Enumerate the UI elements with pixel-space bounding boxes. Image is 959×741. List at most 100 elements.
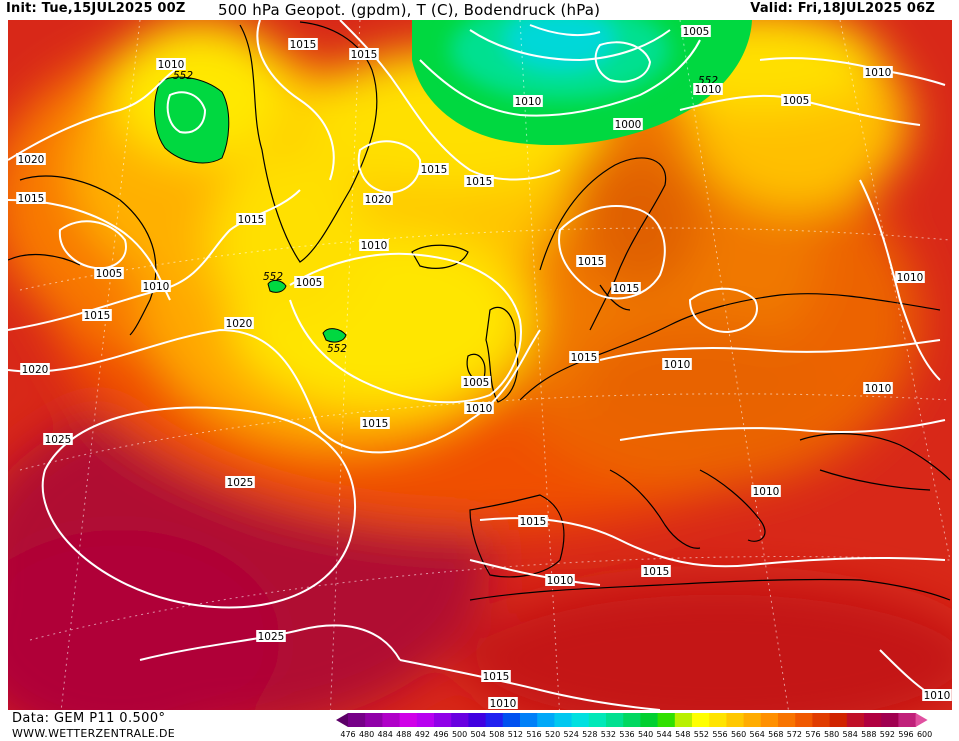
legend-tick-label: 568 [768, 730, 784, 739]
legend-tick-label: 572 [786, 730, 803, 739]
legend-swatch [623, 713, 641, 727]
isobar-label-text: 1010 [361, 240, 388, 252]
legend-swatch [485, 713, 504, 727]
legend-tick-label: 524 [563, 730, 579, 739]
isobars [8, 20, 946, 710]
legend-swatch [898, 713, 917, 727]
isobar-label-text: 1000 [615, 119, 642, 131]
website-label: WWW.WETTERZENTRALE.DE [12, 727, 175, 740]
geopotential-label: 552 [263, 271, 283, 283]
legend-swatch [846, 713, 865, 727]
isobar-label-text: 1005 [463, 377, 490, 389]
legend-swatch [588, 713, 607, 727]
legend-tick-label: 576 [805, 730, 821, 739]
graticule [19, 20, 951, 710]
legend-swatch [760, 713, 779, 727]
legend-tick-label: 516 [526, 730, 542, 739]
isobar-label: 1015 [576, 255, 606, 268]
isobar-label: 1010 [863, 66, 893, 79]
isobar-label-text: 1010 [547, 575, 574, 587]
isobar-label: 1015 [360, 417, 390, 430]
legend-swatch [502, 713, 521, 727]
legend-swatch [674, 713, 693, 727]
isobar-label: 1020 [20, 363, 50, 376]
legend-swatch [365, 713, 383, 727]
legend-tick-label: 496 [433, 730, 449, 739]
legend-tick-label: 588 [861, 730, 877, 739]
legend-swatch [571, 713, 590, 727]
data-source-label: Data: GEM P11 0.500° [12, 711, 166, 726]
isobar-label: 1015 [288, 38, 318, 51]
isobar-label-text: 1015 [351, 49, 378, 61]
isobar-label: 1020 [16, 153, 46, 166]
legend-tick-label: 488 [396, 730, 412, 739]
geopotential-label-text: 552 [173, 70, 193, 82]
isobar-label: 1005 [681, 25, 711, 38]
legend-swatch [778, 713, 796, 727]
legend-swatch [743, 713, 762, 727]
geopotential-label-text: 552 [327, 343, 347, 355]
legend-tick-label: 564 [749, 730, 765, 739]
cold-core-west [154, 76, 230, 164]
legend-swatch [657, 713, 676, 727]
legend-swatch [881, 713, 899, 727]
isobar-label: 1015 [82, 309, 112, 322]
legend-tick-label: 544 [656, 730, 672, 739]
isobar-label: 1015 [236, 213, 266, 226]
isobar-label-text: 1010 [143, 281, 170, 293]
legend-swatch [451, 713, 469, 727]
isobar-label-text: 1025 [258, 631, 285, 643]
isobar-label-text: 1015 [571, 352, 598, 364]
isobar-label: 1005 [461, 376, 491, 389]
isobar-label-text: 1005 [296, 277, 323, 289]
isobar-label: 1015 [569, 351, 599, 364]
isobar-label-text: 1010 [664, 359, 691, 371]
isobar-label-text: 1010 [515, 96, 542, 108]
legend-tick-label: 536 [619, 730, 635, 739]
legend-swatch [864, 713, 882, 727]
isobar-label-text: 1015 [643, 566, 670, 578]
legend-tick-label: 540 [637, 730, 654, 739]
legend-tick-label: 476 [340, 730, 356, 739]
isobar-label: 1010 [464, 402, 494, 415]
legend-tick-label: 600 [916, 730, 933, 739]
legend-tick-label: 520 [544, 730, 561, 739]
isobar-label-text: 1005 [96, 268, 123, 280]
isobar-label: 1010 [359, 239, 389, 252]
legend-swatch [709, 713, 727, 727]
legend-tick-label: 480 [358, 730, 375, 739]
isobar-label-text: 1010 [865, 383, 892, 395]
legend-tick-label: 548 [675, 730, 691, 739]
isobar-label-text: 1010 [490, 698, 517, 710]
geopotential-label: 552 [173, 70, 193, 82]
isobar-label-text: 1020 [22, 364, 49, 376]
legend-swatch [520, 713, 538, 727]
legend-swatch [554, 713, 573, 727]
isobar-label: 1010 [693, 83, 723, 96]
weather-map: 1015 1015 1010 552 1005 552 1010 1010 1010 1005 10… [8, 20, 952, 710]
isobar-label: 1010 [545, 574, 575, 587]
isobar-label-text: 1015 [483, 671, 510, 683]
legend-tick-label: 492 [414, 730, 431, 739]
isobar-label-text: 1020 [365, 194, 392, 206]
isobar-label: 1015 [349, 48, 379, 61]
isobar-label: 1010 [156, 58, 186, 71]
legend-tick-label: 484 [377, 730, 393, 739]
isobar-label: 1025 [256, 630, 286, 643]
isobar-label-text: 1010 [695, 84, 722, 96]
legend-tick-label: 504 [470, 730, 486, 739]
isobar-label-text: 1005 [783, 95, 810, 107]
legend-arrow-right [915, 713, 928, 727]
isobar-label-text: 1010 [466, 403, 493, 415]
isobar-label: 1015 [611, 282, 641, 295]
cold-core-mid [267, 279, 287, 293]
legend-tick-label: 560 [730, 730, 747, 739]
isobar-label-text: 1020 [226, 318, 253, 330]
isobar-label-text: 1020 [18, 154, 45, 166]
isobar-label-text: 1015 [18, 193, 45, 205]
legend-tick-label: 532 [600, 730, 617, 739]
isobar-label: 1020 [224, 317, 254, 330]
legend-swatch [726, 713, 745, 727]
legend-swatch [348, 713, 366, 727]
